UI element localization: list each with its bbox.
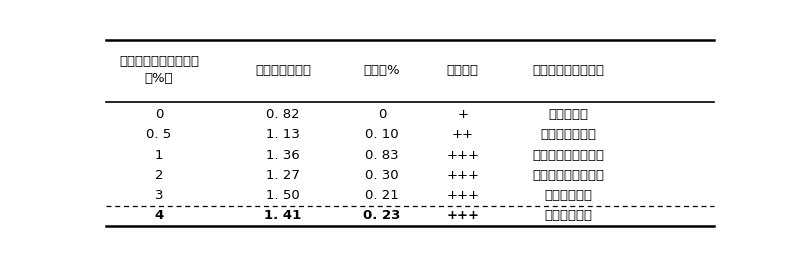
Text: 0. 5: 0. 5 xyxy=(146,128,171,141)
Text: 原球茎增殖倍数: 原球茎增殖倍数 xyxy=(255,64,311,77)
Text: 4: 4 xyxy=(154,209,163,222)
Text: ++: ++ xyxy=(452,128,474,141)
Text: 嫩绿色、圆形、致密: 嫩绿色、圆形、致密 xyxy=(532,169,604,182)
Text: 3: 3 xyxy=(154,189,163,202)
Text: 1. 50: 1. 50 xyxy=(266,189,300,202)
Text: 0: 0 xyxy=(378,108,386,121)
Text: 分化率%: 分化率% xyxy=(364,64,401,77)
Text: 培养基中椰子水添加量
（%）: 培养基中椰子水添加量 （%） xyxy=(119,55,199,85)
Text: 青色、少许偏黄: 青色、少许偏黄 xyxy=(540,128,596,141)
Text: 0. 21: 0. 21 xyxy=(366,189,399,202)
Text: 1. 27: 1. 27 xyxy=(266,169,300,182)
Text: 嫩绿色、圆形: 嫩绿色、圆形 xyxy=(544,209,592,222)
Text: 0. 30: 0. 30 xyxy=(366,169,399,182)
Text: 1. 13: 1. 13 xyxy=(266,128,300,141)
Text: 原球茎生长性状描述: 原球茎生长性状描述 xyxy=(532,64,604,77)
Text: 0. 82: 0. 82 xyxy=(266,108,300,121)
Text: 0. 10: 0. 10 xyxy=(366,128,399,141)
Text: 1: 1 xyxy=(154,149,163,161)
Text: +++: +++ xyxy=(446,149,479,161)
Text: 青色偏暗褐: 青色偏暗褐 xyxy=(548,108,588,121)
Text: +: + xyxy=(458,108,468,121)
Text: 0. 23: 0. 23 xyxy=(363,209,401,222)
Text: +++: +++ xyxy=(446,169,479,182)
Text: 0: 0 xyxy=(154,108,163,121)
Text: 1. 36: 1. 36 xyxy=(266,149,300,161)
Text: 0. 83: 0. 83 xyxy=(366,149,399,161)
Text: 嫩绿色、圆形: 嫩绿色、圆形 xyxy=(544,189,592,202)
Text: 2: 2 xyxy=(154,169,163,182)
Text: 嫩绿色、圆形、致密: 嫩绿色、圆形、致密 xyxy=(532,149,604,161)
Text: +++: +++ xyxy=(446,189,479,202)
Text: +++: +++ xyxy=(446,209,479,222)
Text: 1. 41: 1. 41 xyxy=(264,209,302,222)
Text: 生长速度: 生长速度 xyxy=(446,64,478,77)
